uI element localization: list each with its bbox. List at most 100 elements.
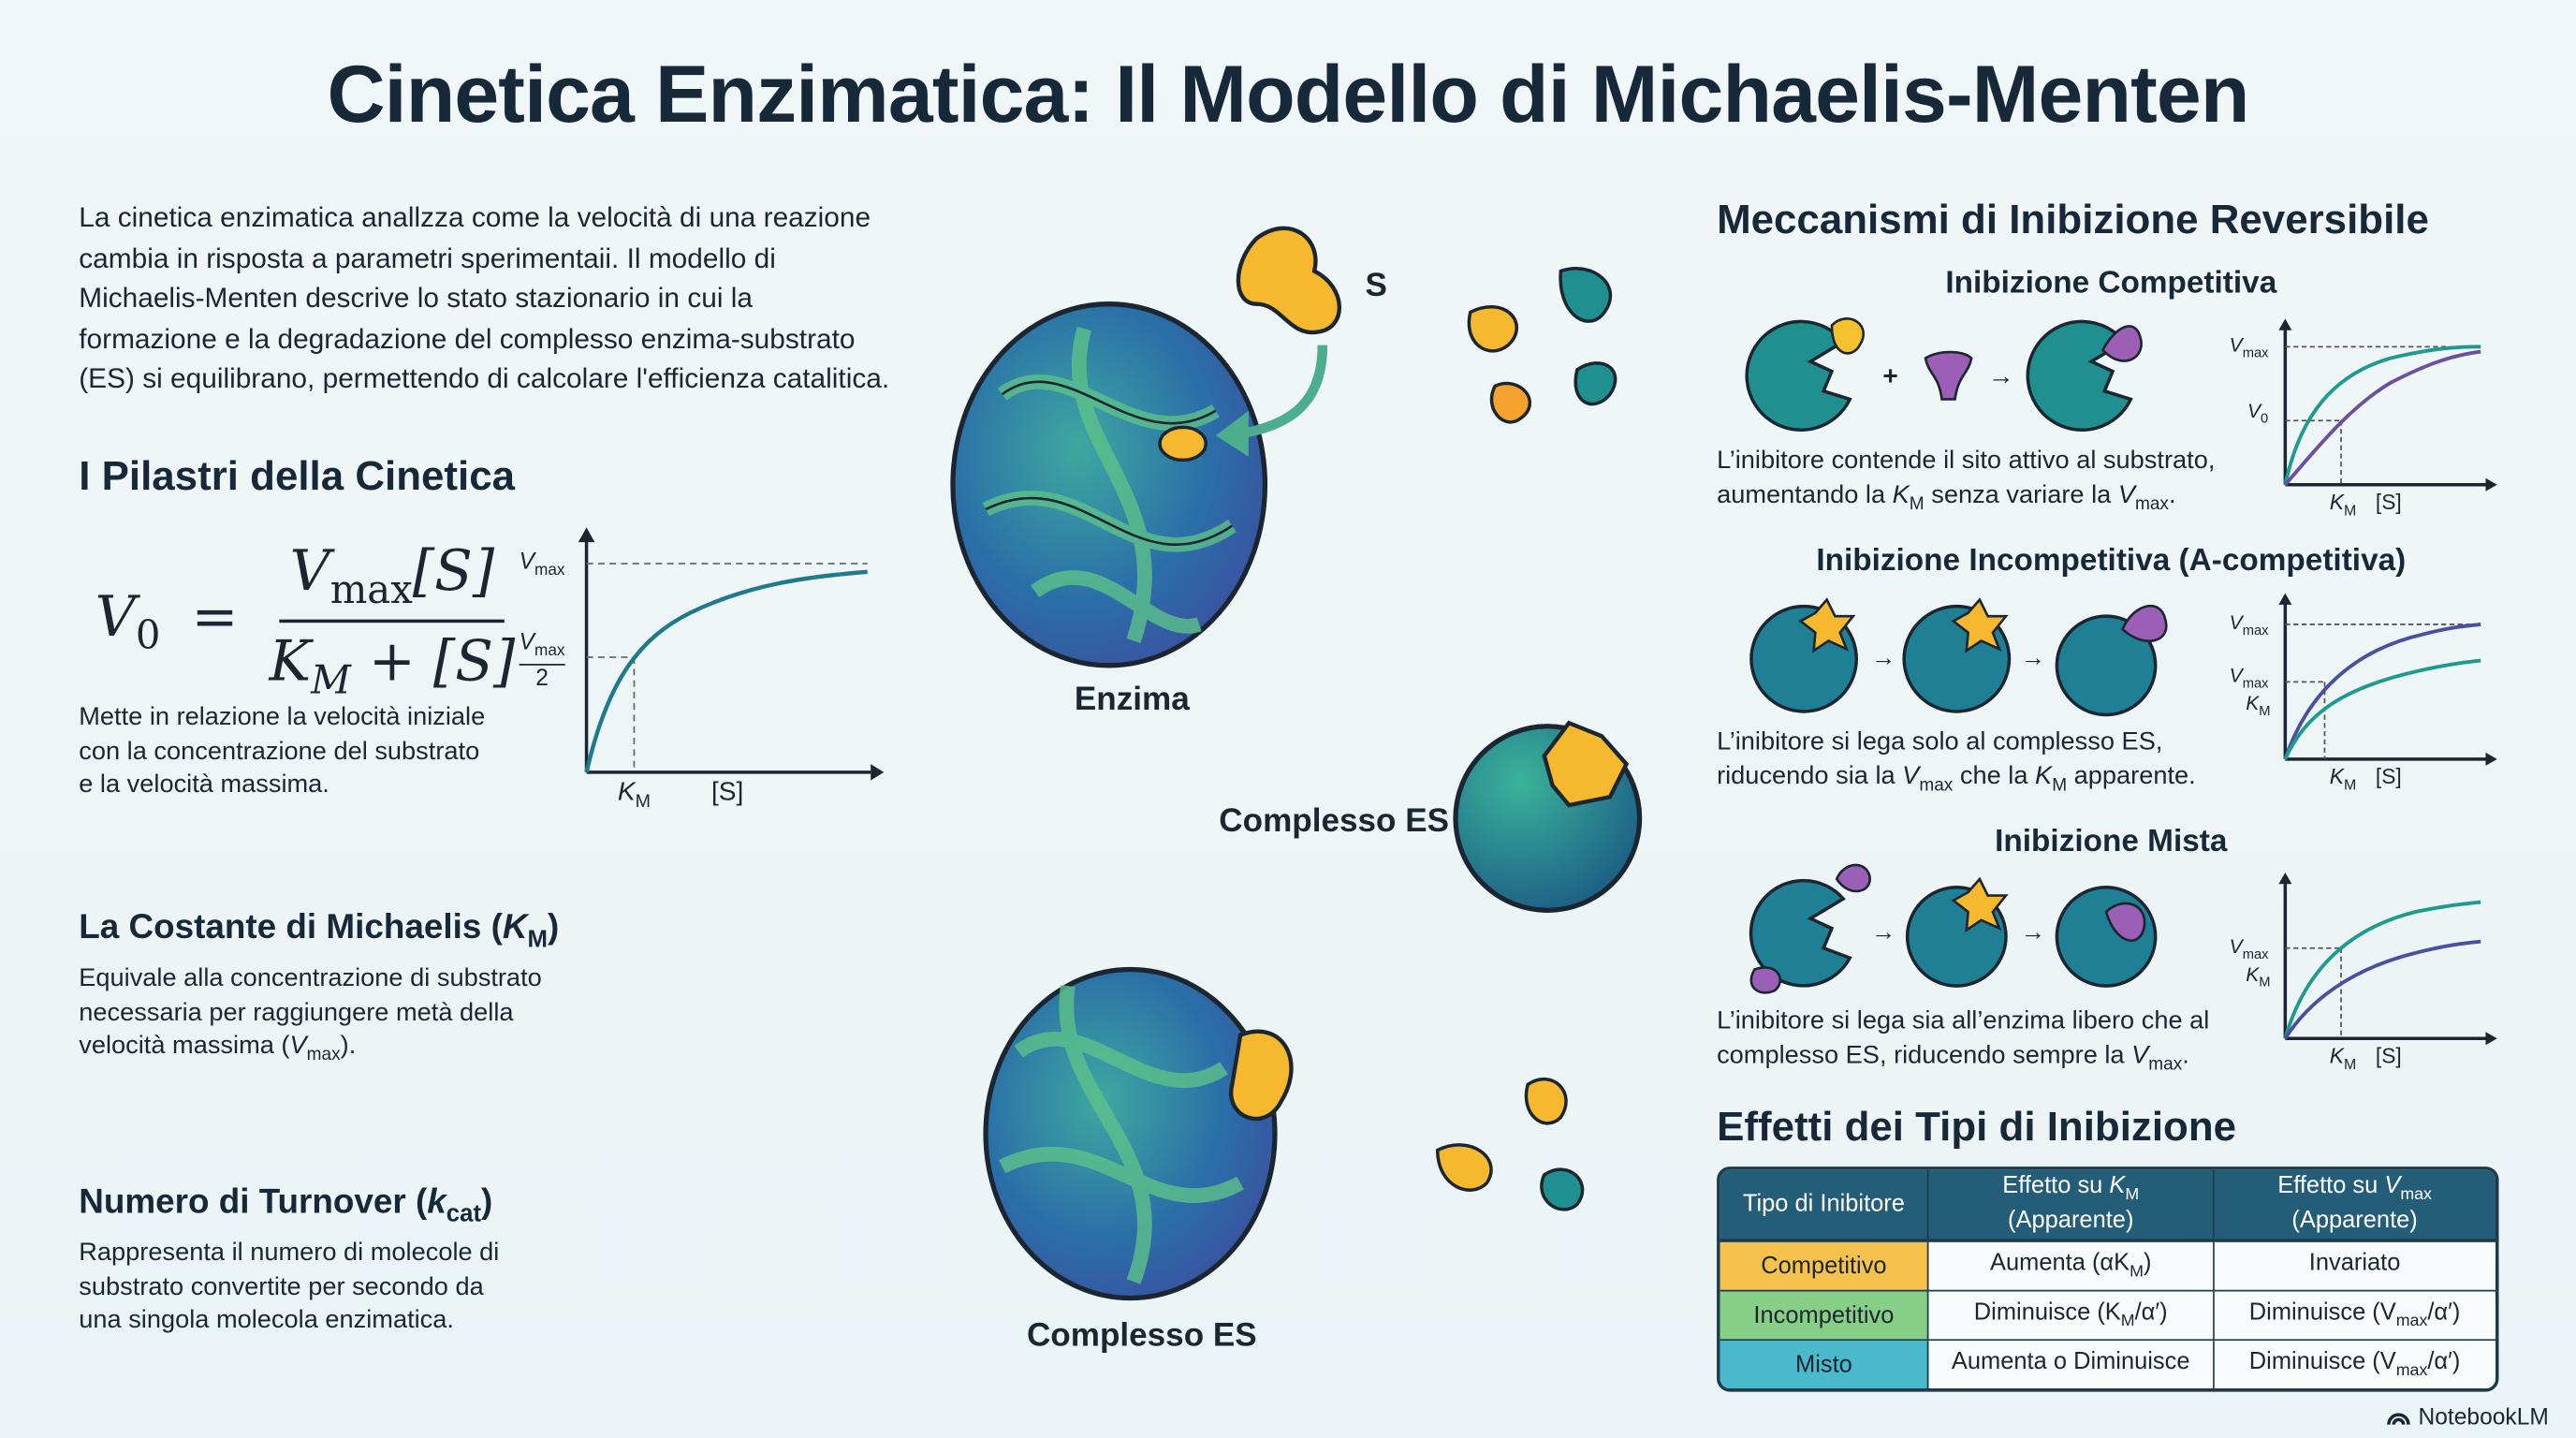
inhibitor-icon (1924, 350, 1973, 401)
pillars-heading: I Pilastri della Cinetica (79, 453, 516, 500)
enzyme-label: Enzima (1074, 682, 1190, 718)
page-title: Cinetica Enzimatica: Il Modello di Micha… (327, 51, 2249, 140)
free-substrates (1467, 267, 1617, 424)
type-cell: Misto (1720, 1341, 1930, 1389)
header-type: Tipo di Inibitore (1720, 1169, 1930, 1242)
uncompetitive-description: L’inibitore si lega solo al complesso ES… (1717, 726, 2196, 802)
x-axis-arrow (871, 764, 885, 781)
graph-label: KM (2246, 962, 2271, 990)
bound-substrate (1158, 425, 1208, 462)
uncompetitive-diagram (1749, 597, 2168, 717)
uncompetitive-graph (2278, 593, 2497, 766)
arrow-sign: → (1871, 918, 1896, 946)
kcat-description: Rappresenta il numero di molecole di sub… (79, 1238, 499, 1339)
graph-label: Vmax (2229, 664, 2269, 691)
graph-label: [S] (2375, 764, 2402, 789)
saturation-curve (584, 569, 868, 773)
notebooklm-watermark: NotebookLM (2385, 1402, 2549, 1430)
desc-line: aumentando la KM senza variare la Vmax. (1717, 480, 2176, 514)
intro-line: (ES) si equilibrano, permettendo di calc… (79, 362, 890, 395)
kcat-line: una singola molecola enzimatica. (79, 1306, 454, 1335)
substrate-molecule (1236, 226, 1341, 335)
effects-table: Tipo di Inibitore Effetto su KM (Apparent… (1717, 1167, 2499, 1392)
graph-label: KM (2329, 764, 2357, 794)
brand-label: NotebookLM (2418, 1402, 2549, 1430)
graph-vmax-label: Vmax (519, 547, 565, 580)
km-cell: Aumenta o Diminuisce (1929, 1341, 2215, 1389)
vmax-cell: Invariato (2214, 1241, 2496, 1292)
substrate-label: S (1365, 268, 1387, 304)
formula-sub: 0 (135, 611, 161, 659)
formula-num-s: [S] (412, 538, 495, 605)
km-description: Equivale alla concentrazione di substrat… (79, 962, 542, 1072)
axis-arrow (2278, 872, 2292, 885)
inhibitor-icon (2121, 604, 2168, 642)
formula-num-sub: max (329, 566, 413, 613)
graph-label: KM (2329, 490, 2357, 519)
formula-den-sub: M (311, 656, 351, 703)
substrate-icon (1951, 597, 2009, 653)
inhibited-curve (2283, 658, 2481, 760)
arrow-sign: → (2020, 918, 2046, 946)
graph-label: [S] (2375, 1043, 2402, 1068)
inhibitor-icon (2104, 902, 2146, 942)
table-header-row: Tipo di Inibitore Effetto su KM (Apparent… (1720, 1169, 2496, 1242)
inhibited-curve (2283, 349, 2481, 487)
km-line: velocità massima (Vmax). (79, 1032, 357, 1065)
uncompetitive-title: Inibizione Incompetitiva (A-competitiva) (1816, 543, 2407, 579)
plus-sign: + (1882, 362, 1898, 391)
km-line: necessaria per raggiungere metà della (79, 998, 514, 1027)
intro-line: La cinetica enzimatica anallzza come la … (79, 201, 871, 234)
inhibitor-icon (1835, 863, 1871, 893)
axis-arrow (2278, 593, 2292, 605)
table-row: Misto Aumenta o Diminuisce Diminuisce (V… (1720, 1341, 2496, 1389)
axis-arrow (2278, 318, 2292, 330)
y-axis-arrow (578, 527, 595, 543)
graph-label: KM (2329, 1043, 2357, 1073)
arrow-sign: → (2020, 643, 2046, 672)
competitive-description: L’inibitore contende il sito attivo al s… (1717, 446, 2215, 521)
binding-arrow (1231, 345, 1328, 441)
competitive-title: Inibizione Competitiva (1945, 266, 2277, 301)
competitive-graph (2278, 318, 2497, 492)
arrow-sign: → (1987, 362, 2014, 391)
km-heading: La Costante di Michaelis (KM) (79, 908, 560, 954)
esi-complex-icon (2055, 614, 2158, 717)
inhibitor-icon (1749, 966, 1782, 994)
graph-label: V0 (2247, 399, 2269, 427)
km-cell: Aumenta (αKM) (1929, 1241, 2215, 1292)
formula-fraction: Vmax[S] KM + [S] (270, 539, 516, 703)
km-cell: Diminuisce (KM/α′) (1929, 1291, 2215, 1342)
graph-s-label: [S] (710, 778, 744, 807)
enzyme-protein (950, 301, 1268, 668)
competitive-diagram (1745, 317, 2143, 432)
mixed-title: Inibizione Mista (1995, 825, 2228, 859)
es-complex-label: Complesso ES (1219, 803, 1450, 840)
graph-label: Vmax (2229, 333, 2269, 361)
axis-arrow (2485, 1032, 2497, 1046)
graph-label: Vmax (2229, 934, 2269, 962)
es-complex-protein (983, 966, 1294, 1301)
mixed-diagram (1749, 863, 2158, 994)
enzyme-icon (1745, 319, 1852, 432)
substrate-icon (1830, 317, 1866, 355)
header-vmax: Effetto su Vmax (Apparente) (2214, 1169, 2496, 1242)
formula-den-rest: + [S] (368, 628, 516, 696)
substrate-icon (1951, 876, 2009, 933)
header-km: Effetto su KM (Apparente) (1929, 1169, 2215, 1242)
product-molecules (1435, 1078, 1585, 1211)
uninhibited-curve (2283, 623, 2481, 760)
table-row: Competitivo Aumenta (αKM) Invariato (1720, 1241, 2496, 1292)
intro-line: Michaelis-Menten descrive lo stato stazi… (79, 282, 753, 315)
type-cell: Competitivo (1720, 1241, 1930, 1292)
formula-eq: = (191, 584, 239, 651)
kcat-heading: Numero di Turnover (kcat) (79, 1182, 493, 1228)
substrate-icon (1798, 597, 1856, 653)
caption-line: e la velocità massima. (79, 770, 329, 799)
intro-line: cambia in risposta a parametri speriment… (79, 242, 776, 274)
graph-label: [S] (2375, 490, 2402, 515)
intro-line: formazione e la degradazione del comples… (79, 322, 856, 355)
table-row: Incompetitivo Diminuisce (KM/α′) Diminui… (1720, 1291, 2496, 1342)
graph-half-vmax-label: Vmax 2 (519, 627, 565, 690)
